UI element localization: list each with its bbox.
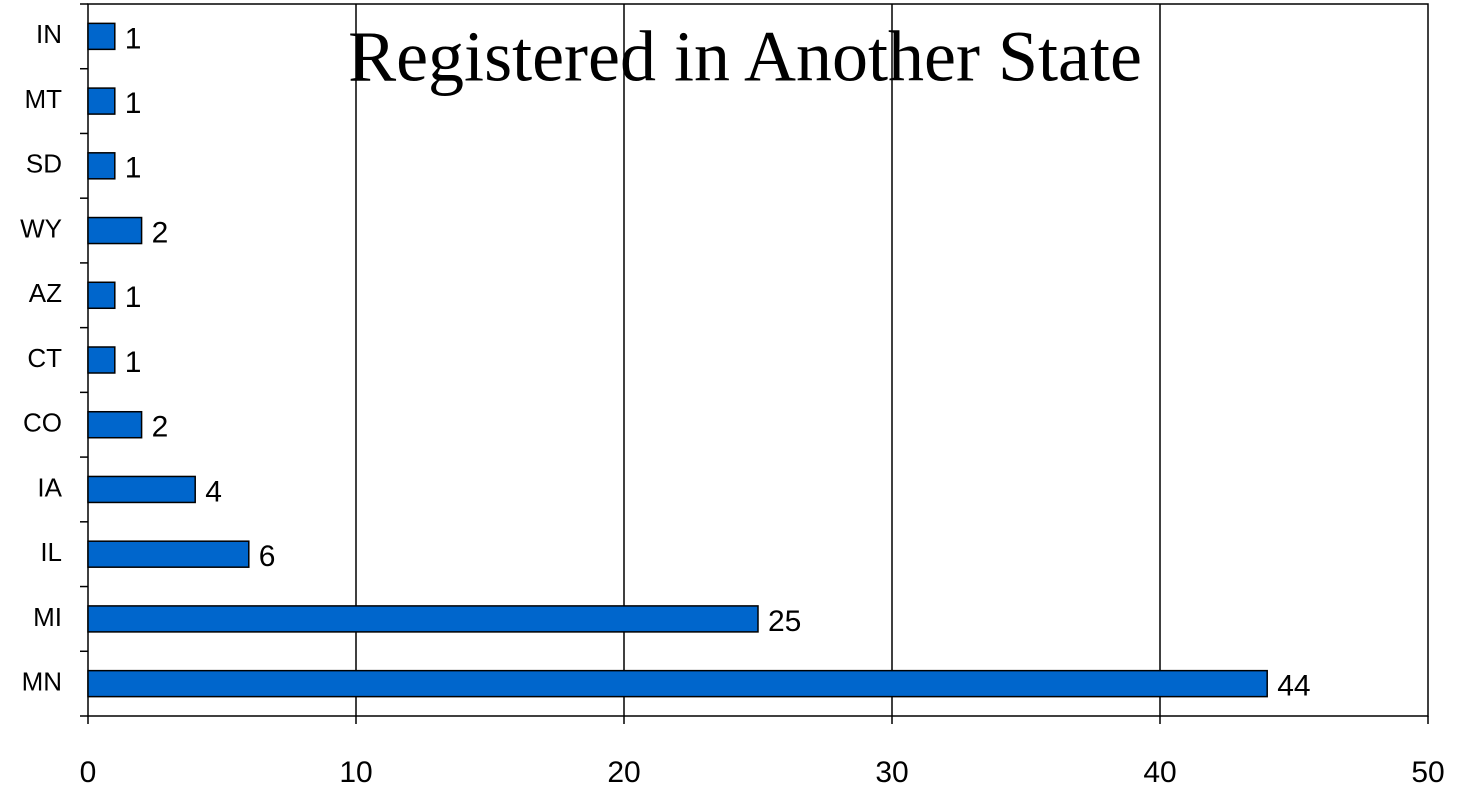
value-label: 1 bbox=[125, 281, 142, 314]
value-label: 1 bbox=[125, 87, 142, 120]
x-tick-label: 0 bbox=[80, 756, 97, 789]
value-label: 6 bbox=[259, 540, 276, 573]
value-label: 44 bbox=[1277, 670, 1310, 703]
bar bbox=[87, 216, 143, 245]
x-tick-label: 50 bbox=[1411, 756, 1444, 789]
x-tick-label: 10 bbox=[339, 756, 372, 789]
value-label: 25 bbox=[768, 605, 801, 638]
y-tick-label: MT bbox=[24, 84, 62, 114]
y-tick-label: MN bbox=[22, 667, 62, 697]
bar bbox=[87, 152, 116, 180]
bar bbox=[87, 540, 250, 568]
x-tick-label: 20 bbox=[607, 756, 640, 789]
bar bbox=[87, 410, 143, 439]
y-tick-label: AZ bbox=[29, 278, 62, 308]
value-label: 1 bbox=[125, 22, 142, 55]
value-label: 4 bbox=[205, 475, 222, 508]
y-tick-label: SD bbox=[26, 149, 62, 179]
value-label: 2 bbox=[152, 216, 169, 249]
y-tick-label: CT bbox=[27, 343, 62, 373]
bar bbox=[87, 22, 116, 51]
value-label: 1 bbox=[125, 346, 142, 379]
y-tick-label: IA bbox=[37, 472, 62, 502]
bar bbox=[87, 87, 116, 115]
y-tick-label: CO bbox=[23, 408, 62, 438]
value-label: 1 bbox=[125, 152, 142, 185]
x-tick-label: 40 bbox=[1143, 756, 1176, 789]
chart-title: Registered in Another State bbox=[348, 17, 1142, 97]
y-tick-label: MI bbox=[33, 602, 62, 632]
x-tick-label: 30 bbox=[875, 756, 908, 789]
y-tick-label: WY bbox=[20, 213, 62, 243]
bar bbox=[87, 475, 196, 504]
y-tick-label: IL bbox=[40, 537, 62, 567]
bar bbox=[87, 669, 1268, 698]
bar bbox=[87, 346, 116, 374]
bar bbox=[87, 281, 116, 310]
y-tick-label: IN bbox=[36, 19, 62, 49]
value-label: 2 bbox=[152, 411, 169, 444]
bar bbox=[87, 605, 759, 633]
